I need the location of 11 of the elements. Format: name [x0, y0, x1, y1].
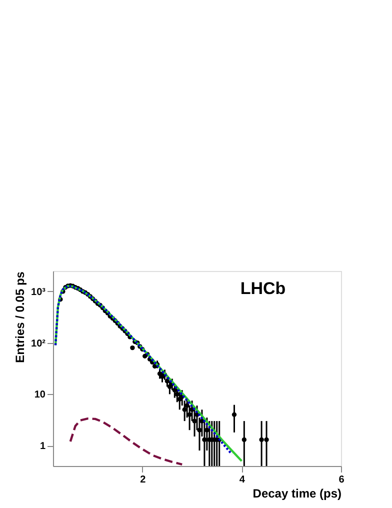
y-tick-label: 10² [31, 338, 46, 350]
line-series [69, 417, 184, 466]
x-tick-label: 6 [338, 474, 345, 486]
y-tick-label: 10 [34, 390, 46, 401]
x-axis-title: Decay time (ps) [252, 486, 342, 500]
x-tick-label: 2 [140, 474, 146, 486]
annotation: LHCb [240, 279, 286, 298]
y-tick-label: 1 [40, 441, 46, 452]
x-tick-label: 4 [239, 474, 246, 486]
y-tick-label: 10³ [31, 286, 46, 298]
y-axis-title: Entries / 0.05 ps [13, 271, 28, 363]
